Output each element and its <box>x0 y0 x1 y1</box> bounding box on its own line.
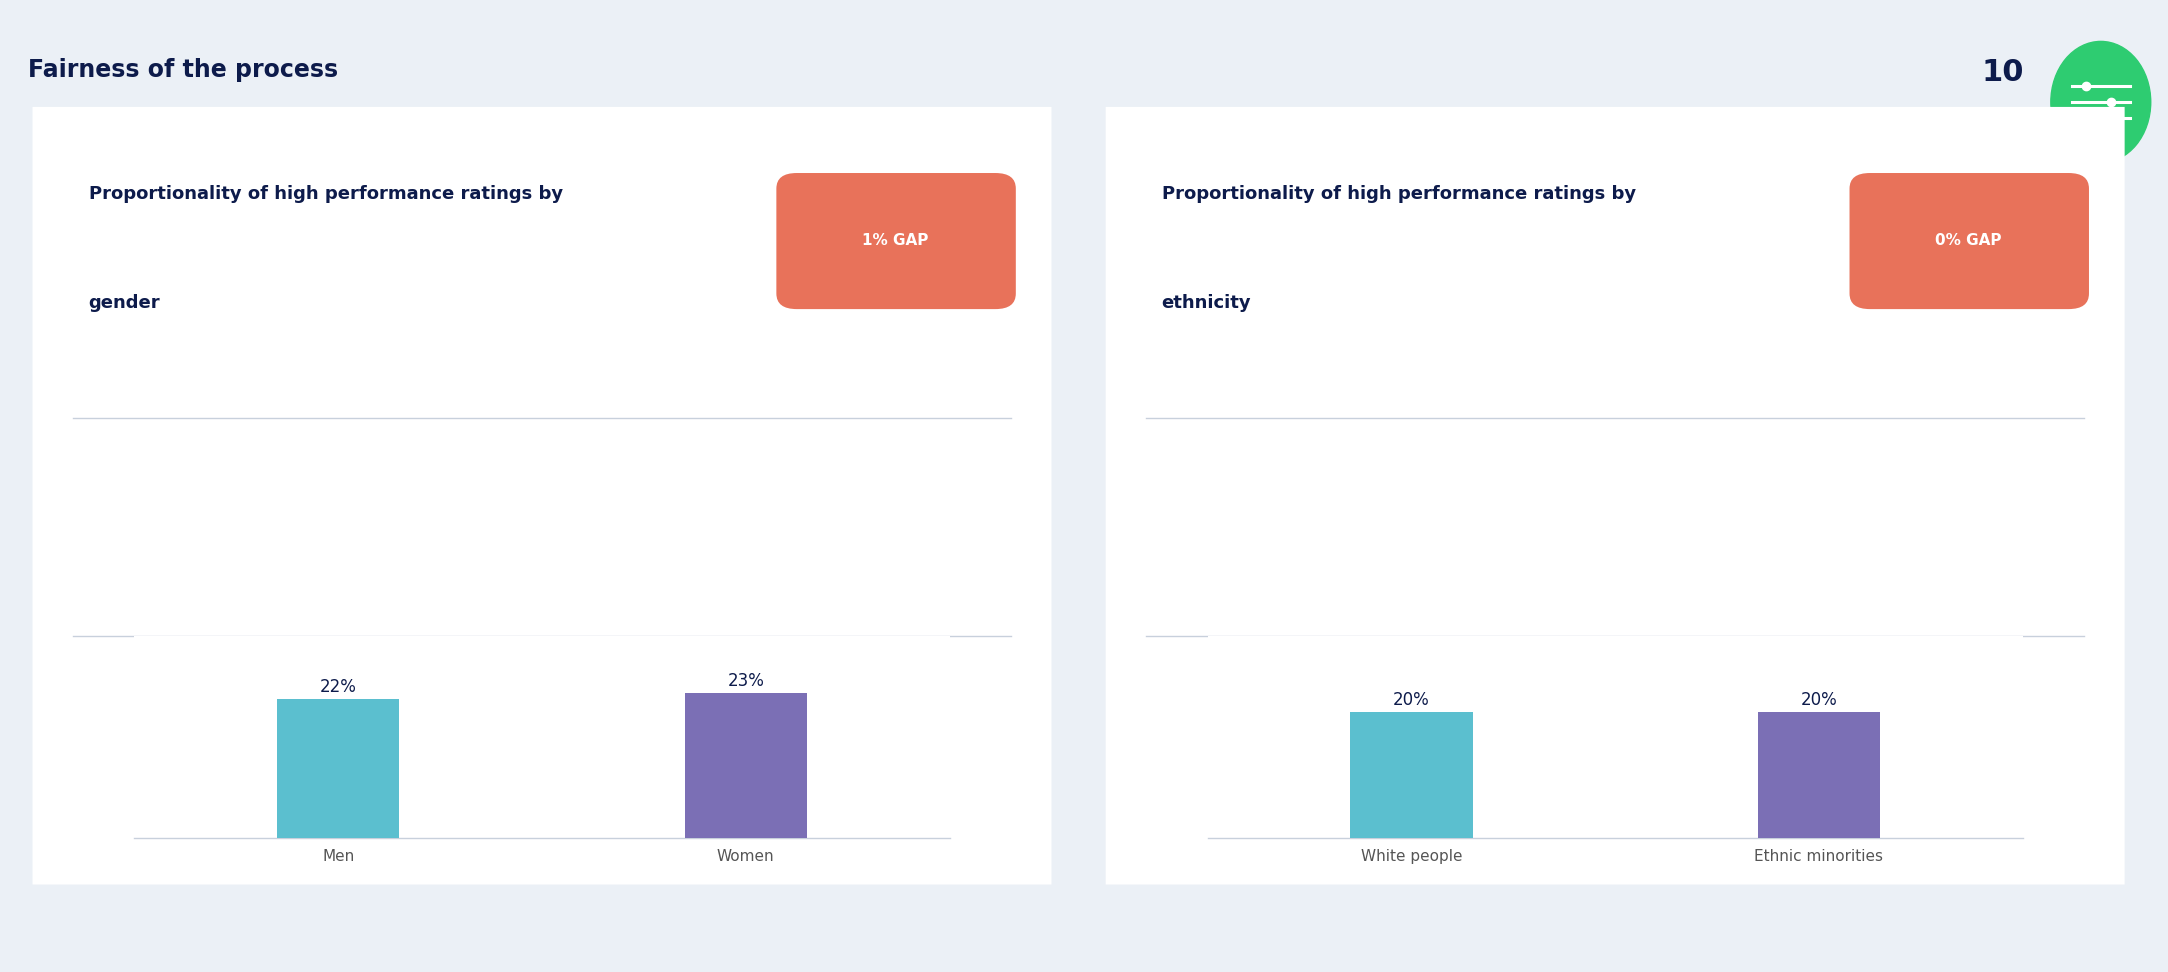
Text: 1% GAP: 1% GAP <box>863 233 928 248</box>
Text: gender: gender <box>89 294 160 312</box>
Text: 20%: 20% <box>1394 691 1429 709</box>
Bar <box>278 699 399 838</box>
Bar <box>685 692 806 838</box>
Text: ethnicity: ethnicity <box>1162 294 1251 312</box>
Text: Fairness of the process: Fairness of the process <box>28 58 338 83</box>
Text: 20%: 20% <box>1802 691 1836 709</box>
FancyBboxPatch shape <box>33 107 1051 885</box>
Bar <box>1351 712 1472 838</box>
Text: Proportionality of high performance ratings by: Proportionality of high performance rati… <box>1162 185 1637 203</box>
FancyBboxPatch shape <box>1849 173 2090 309</box>
Text: 22%: 22% <box>319 678 358 696</box>
FancyBboxPatch shape <box>1106 107 2125 885</box>
Text: 10: 10 <box>1982 58 2025 87</box>
Text: Proportionality of high performance ratings by: Proportionality of high performance rati… <box>89 185 564 203</box>
Circle shape <box>2051 42 2151 162</box>
FancyBboxPatch shape <box>776 173 1017 309</box>
Bar <box>1758 712 1880 838</box>
Text: 23%: 23% <box>726 672 765 690</box>
Text: 0% GAP: 0% GAP <box>1936 233 2001 248</box>
